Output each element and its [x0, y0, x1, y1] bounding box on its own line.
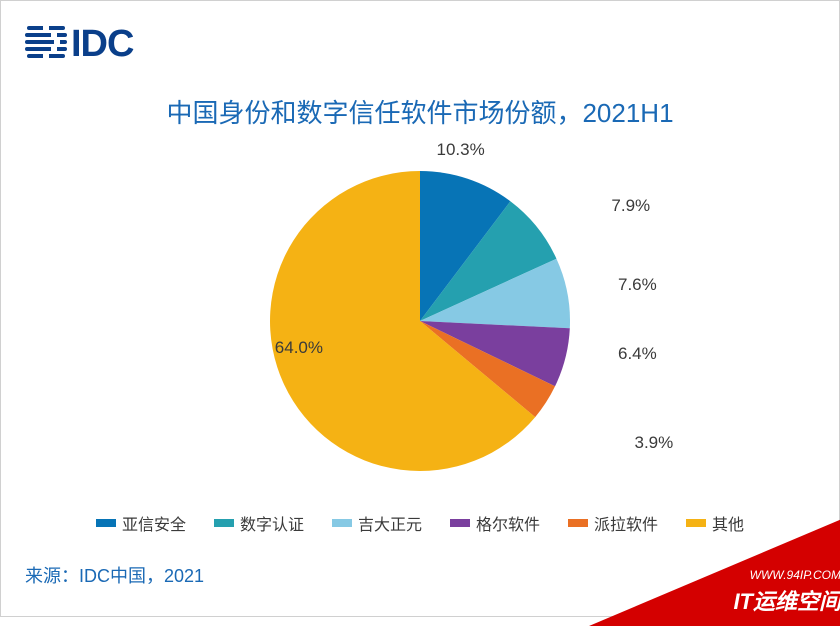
- slice-label: 3.9%: [635, 433, 674, 453]
- legend-item: 其他: [686, 511, 744, 535]
- legend-swatch: [450, 519, 470, 527]
- legend-item: 吉大正元: [332, 511, 422, 535]
- idc-logo-text: IDC: [71, 23, 133, 66]
- legend-swatch: [214, 519, 234, 527]
- legend-swatch: [332, 519, 352, 527]
- pie-svg: [255, 156, 585, 486]
- watermark: WWW.94IP.COM IT运维空间: [609, 526, 840, 626]
- watermark-url: WWW.94IP.COM: [750, 568, 840, 582]
- idc-logo: IDC: [25, 21, 133, 68]
- legend-label: 吉大正元: [358, 511, 422, 535]
- legend-label: 其他: [712, 511, 744, 535]
- slice-label: 7.6%: [618, 275, 657, 295]
- source-citation: 来源：IDC中国，2021: [25, 562, 204, 588]
- idc-logo-icon: [25, 21, 67, 68]
- legend-swatch: [96, 519, 116, 527]
- slice-label: 10.3%: [437, 140, 485, 160]
- slice-label: 6.4%: [618, 344, 657, 364]
- slice-label: 64.0%: [275, 338, 323, 358]
- legend-label: 亚信安全: [122, 511, 186, 535]
- watermark-brand: IT运维空间: [733, 584, 840, 616]
- slice-label: 7.9%: [611, 196, 650, 216]
- legend-label: 格尔软件: [476, 511, 540, 535]
- legend: 亚信安全 数字认证 吉大正元 格尔软件 派拉软件 其他: [1, 511, 839, 535]
- legend-label: 派拉软件: [594, 511, 658, 535]
- pie-chart: 10.3%7.9%7.6%6.4%3.9%64.0%: [1, 151, 839, 491]
- chart-title: 中国身份和数字信任软件市场份额，2021H1: [1, 93, 839, 130]
- legend-swatch: [686, 519, 706, 527]
- legend-item: 亚信安全: [96, 511, 186, 535]
- legend-item: 派拉软件: [568, 511, 658, 535]
- legend-item: 数字认证: [214, 511, 304, 535]
- legend-item: 格尔软件: [450, 511, 540, 535]
- legend-label: 数字认证: [240, 511, 304, 535]
- legend-swatch: [568, 519, 588, 527]
